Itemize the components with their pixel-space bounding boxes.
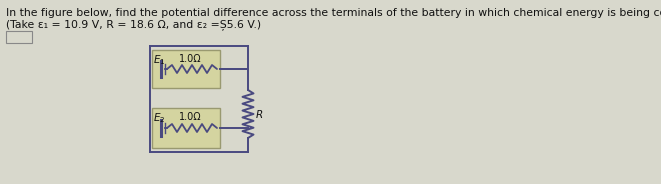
Text: In the figure below, find the potential difference across the terminals of the b: In the figure below, find the potential … bbox=[6, 8, 661, 18]
Text: $\mathit{E}_2$: $\mathit{E}_2$ bbox=[153, 111, 165, 125]
Text: (Take ε₁ = 10.9 V, R = 18.6 Ω, and ε₂ =Ș5.6 V.): (Take ε₁ = 10.9 V, R = 18.6 Ω, and ε₂ =Ș… bbox=[6, 19, 261, 30]
Text: 1.0Ω: 1.0Ω bbox=[179, 112, 202, 122]
Bar bbox=[152, 108, 220, 148]
Text: $R$: $R$ bbox=[255, 108, 263, 120]
Bar bbox=[6, 31, 32, 43]
Bar bbox=[152, 50, 220, 88]
Text: 1.0Ω: 1.0Ω bbox=[179, 54, 202, 64]
Text: $\mathit{E}_1$: $\mathit{E}_1$ bbox=[153, 53, 165, 67]
